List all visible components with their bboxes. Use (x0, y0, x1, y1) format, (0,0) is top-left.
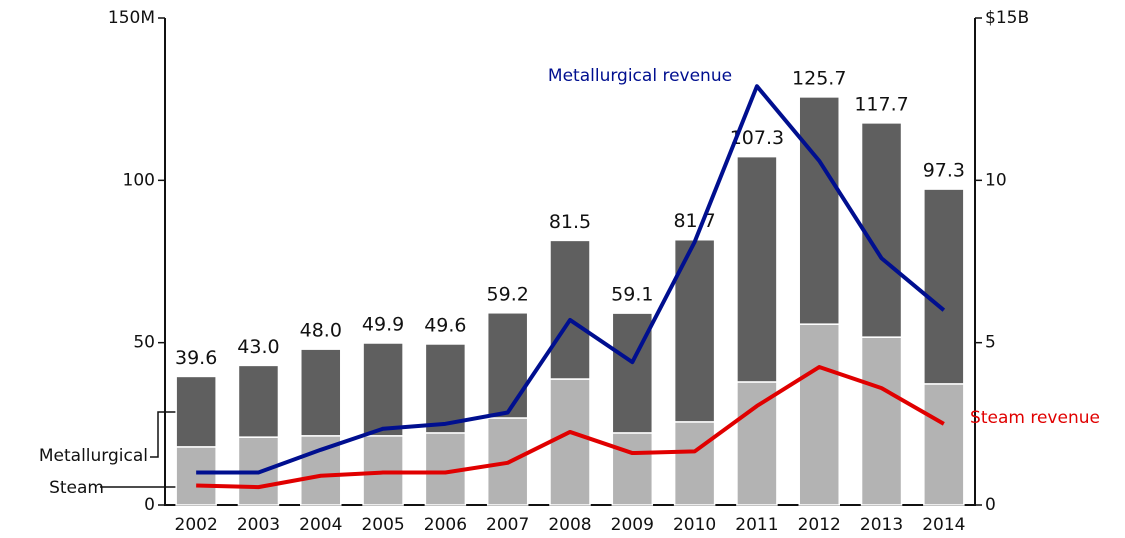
x-tick-label: 2008 (548, 515, 591, 535)
x-tick-label: 2012 (798, 515, 841, 535)
bar-segment (798, 323, 840, 506)
series-annotation: Steam (49, 478, 104, 498)
total-label: 117.7 (854, 93, 908, 115)
bar-segment (362, 435, 404, 506)
bar-segment (923, 383, 965, 506)
x-tick-label: 2007 (486, 515, 529, 535)
y2-tick-label: 5 (985, 333, 996, 353)
bar-segment (362, 342, 404, 437)
line (196, 84, 946, 475)
bar-segment (549, 239, 591, 380)
leader-line (150, 411, 180, 458)
total-label: 49.9 (362, 313, 404, 335)
x-tick-label: 2002 (175, 515, 218, 535)
x-tick-label: 2003 (237, 515, 280, 535)
bar-segment (798, 96, 840, 325)
line-label: Steam revenue (970, 408, 1100, 428)
line (196, 365, 945, 490)
y2-tick-label: 10 (985, 170, 1007, 190)
bar-segment (175, 446, 217, 506)
bar-segment (424, 343, 467, 434)
total-label: 97.3 (923, 160, 965, 182)
bar-segment (860, 122, 903, 338)
total-label: 43.0 (237, 336, 279, 358)
bar-segment (549, 378, 591, 506)
total-label: 81.7 (673, 210, 715, 232)
bar-segment (923, 188, 965, 385)
y-tick-label: 100 (123, 170, 155, 190)
total-label: 48.0 (300, 320, 342, 342)
bar-segment (736, 381, 778, 506)
x-tick-label: 2006 (424, 515, 467, 535)
x-tick-label: 2009 (611, 515, 654, 535)
total-label: 81.5 (549, 211, 591, 233)
bar-segment (175, 375, 217, 448)
series-annotation: Metallurgical (39, 446, 148, 466)
total-label: 125.7 (792, 67, 846, 89)
bar-segment (486, 312, 529, 419)
y-tick-label: 150M (108, 8, 155, 28)
total-label: 59.1 (611, 284, 653, 306)
bar-segment (673, 421, 716, 506)
total-label: 59.2 (487, 283, 529, 305)
bar-segment (300, 348, 342, 437)
y-tick-label: 50 (133, 333, 155, 353)
total-label: 49.6 (424, 314, 466, 336)
total-label: 107.3 (730, 127, 784, 149)
bar-segment (611, 432, 654, 506)
x-tick-label: 2014 (922, 515, 965, 535)
y-tick-label: 0 (144, 495, 155, 515)
x-tick-label: 2010 (673, 515, 716, 535)
x-tick-label: 2005 (361, 515, 404, 535)
line-label: Metallurgical revenue (548, 66, 732, 86)
bar-segment (237, 364, 280, 438)
bar-segment (486, 417, 529, 506)
y2-tick-label: 0 (985, 495, 996, 515)
x-tick-label: 2004 (299, 515, 342, 535)
total-label: 39.6 (175, 347, 217, 369)
bar-segment (860, 336, 903, 506)
x-tick-label: 2013 (860, 515, 903, 535)
x-tick-label: 2011 (735, 515, 778, 535)
bar-segment (736, 155, 778, 383)
y2-tick-label: $15B (985, 8, 1029, 28)
